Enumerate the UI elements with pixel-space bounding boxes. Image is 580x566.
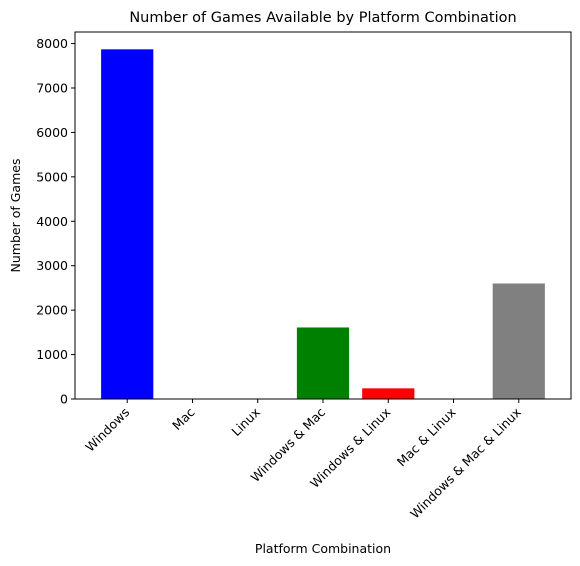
y-tick-label-1: 1000 <box>36 347 68 362</box>
y-tick-label-7: 7000 <box>36 80 68 95</box>
y-tick-label-5: 5000 <box>36 169 68 184</box>
bar-3 <box>296 327 350 399</box>
bar-0 <box>101 49 154 399</box>
y-tick-label-4: 4000 <box>36 214 68 229</box>
chart-title: Number of Games Available by Platform Co… <box>129 10 516 26</box>
bars-group <box>101 49 545 399</box>
y-tick-label-0: 0 <box>60 392 68 407</box>
y-tick-label-2: 2000 <box>36 303 68 318</box>
y-axis-label: Number of Games <box>8 159 23 273</box>
bar-4 <box>362 388 415 399</box>
plot-frame <box>74 31 572 400</box>
bar-6 <box>492 283 545 399</box>
y-tick-label-3: 3000 <box>36 258 68 273</box>
y-tick-label-6: 6000 <box>36 125 68 140</box>
y-tick-label-8: 8000 <box>36 36 68 51</box>
x-axis-label: Platform Combination <box>255 541 391 556</box>
y-axis: 0 1000 2000 3000 4000 5000 6000 7000 8000 <box>36 36 75 407</box>
